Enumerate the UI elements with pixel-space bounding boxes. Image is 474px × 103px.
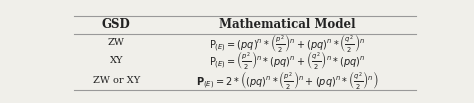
Text: ZW: ZW xyxy=(108,38,125,47)
Text: XY: XY xyxy=(109,56,123,65)
Text: $\mathbf{P}_{(E)} = 2 * \left( (pq)^n * \left(\frac{p^2}{2}\right)^n + (pq)^n * : $\mathbf{P}_{(E)} = 2 * \left( (pq)^n * … xyxy=(195,69,379,91)
Text: GSD: GSD xyxy=(102,18,130,31)
Text: Mathematical Model: Mathematical Model xyxy=(219,18,355,31)
Text: $\mathrm{P}_{(E)} = \left(\frac{p^2}{2}\right)^n *(pq)^n + \left(\frac{q^2}{2}\r: $\mathrm{P}_{(E)} = \left(\frac{p^2}{2}\… xyxy=(209,49,365,71)
Text: $\mathrm{P}_{(E)} = (pq)^n * \left(\frac{p^2}{2}\right)^n + (pq)^n * \left(\frac: $\mathrm{P}_{(E)} = (pq)^n * \left(\frac… xyxy=(209,32,365,54)
Text: ZW or XY: ZW or XY xyxy=(92,76,140,85)
